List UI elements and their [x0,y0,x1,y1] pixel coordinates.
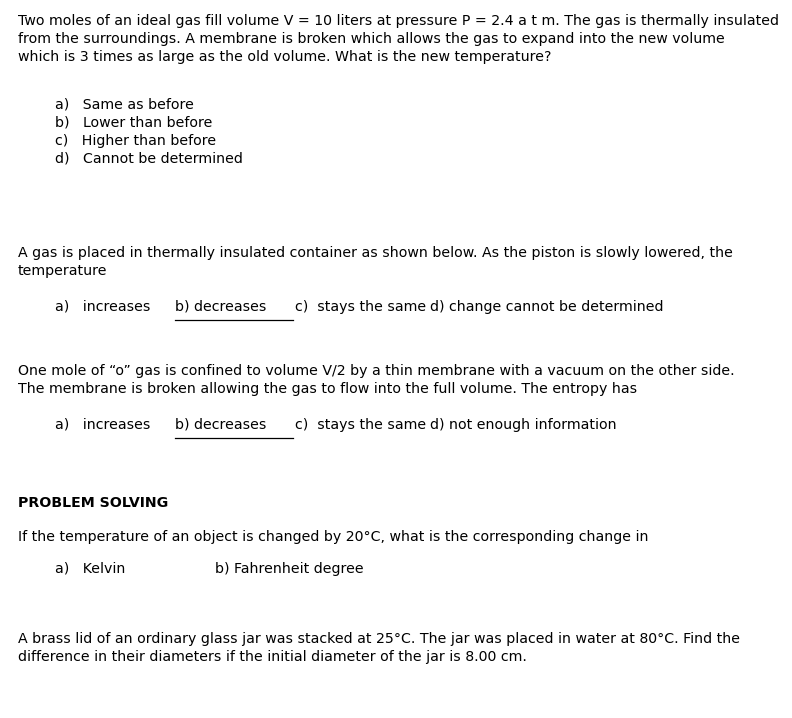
Text: a)   increases: a) increases [55,300,150,314]
Text: which is 3 times as large as the old volume. What is the new temperature?: which is 3 times as large as the old vol… [18,50,551,64]
Text: A gas is placed in thermally insulated container as shown below. As the piston i: A gas is placed in thermally insulated c… [18,246,733,260]
Text: b)   Lower than before: b) Lower than before [55,116,212,130]
Text: A brass lid of an ordinary glass jar was stacked at 25°C. The jar was placed in : A brass lid of an ordinary glass jar was… [18,632,740,646]
Text: b) decreases: b) decreases [175,300,266,314]
Text: temperature: temperature [18,264,108,278]
Text: d) not enough information: d) not enough information [430,418,617,432]
Text: b) Fahrenheit degree: b) Fahrenheit degree [215,562,364,576]
Text: a)   increases: a) increases [55,418,150,432]
Text: d)   Cannot be determined: d) Cannot be determined [55,152,243,166]
Text: a)   Same as before: a) Same as before [55,98,194,112]
Text: from the surroundings. A membrane is broken which allows the gas to expand into : from the surroundings. A membrane is bro… [18,32,725,46]
Text: PROBLEM SOLVING: PROBLEM SOLVING [18,496,168,510]
Text: c)  stays the same: c) stays the same [295,300,426,314]
Text: If the temperature of an object is changed by 20°C, what is the corresponding ch: If the temperature of an object is chang… [18,530,649,544]
Text: Two moles of an ideal gas fill volume V = 10 liters at pressure P = 2.4 a t m. T: Two moles of an ideal gas fill volume V … [18,14,779,28]
Text: difference in their diameters if the initial diameter of the jar is 8.00 cm.: difference in their diameters if the ini… [18,650,527,664]
Text: The membrane is broken allowing the gas to flow into the full volume. The entrop: The membrane is broken allowing the gas … [18,382,637,396]
Text: d) change cannot be determined: d) change cannot be determined [430,300,664,314]
Text: c)   Higher than before: c) Higher than before [55,134,216,148]
Text: c)  stays the same: c) stays the same [295,418,426,432]
Text: a)   Kelvin: a) Kelvin [55,562,125,576]
Text: b) decreases: b) decreases [175,418,266,432]
Text: One mole of “o” gas is confined to volume V/2 by a thin membrane with a vacuum o: One mole of “o” gas is confined to volum… [18,364,735,378]
